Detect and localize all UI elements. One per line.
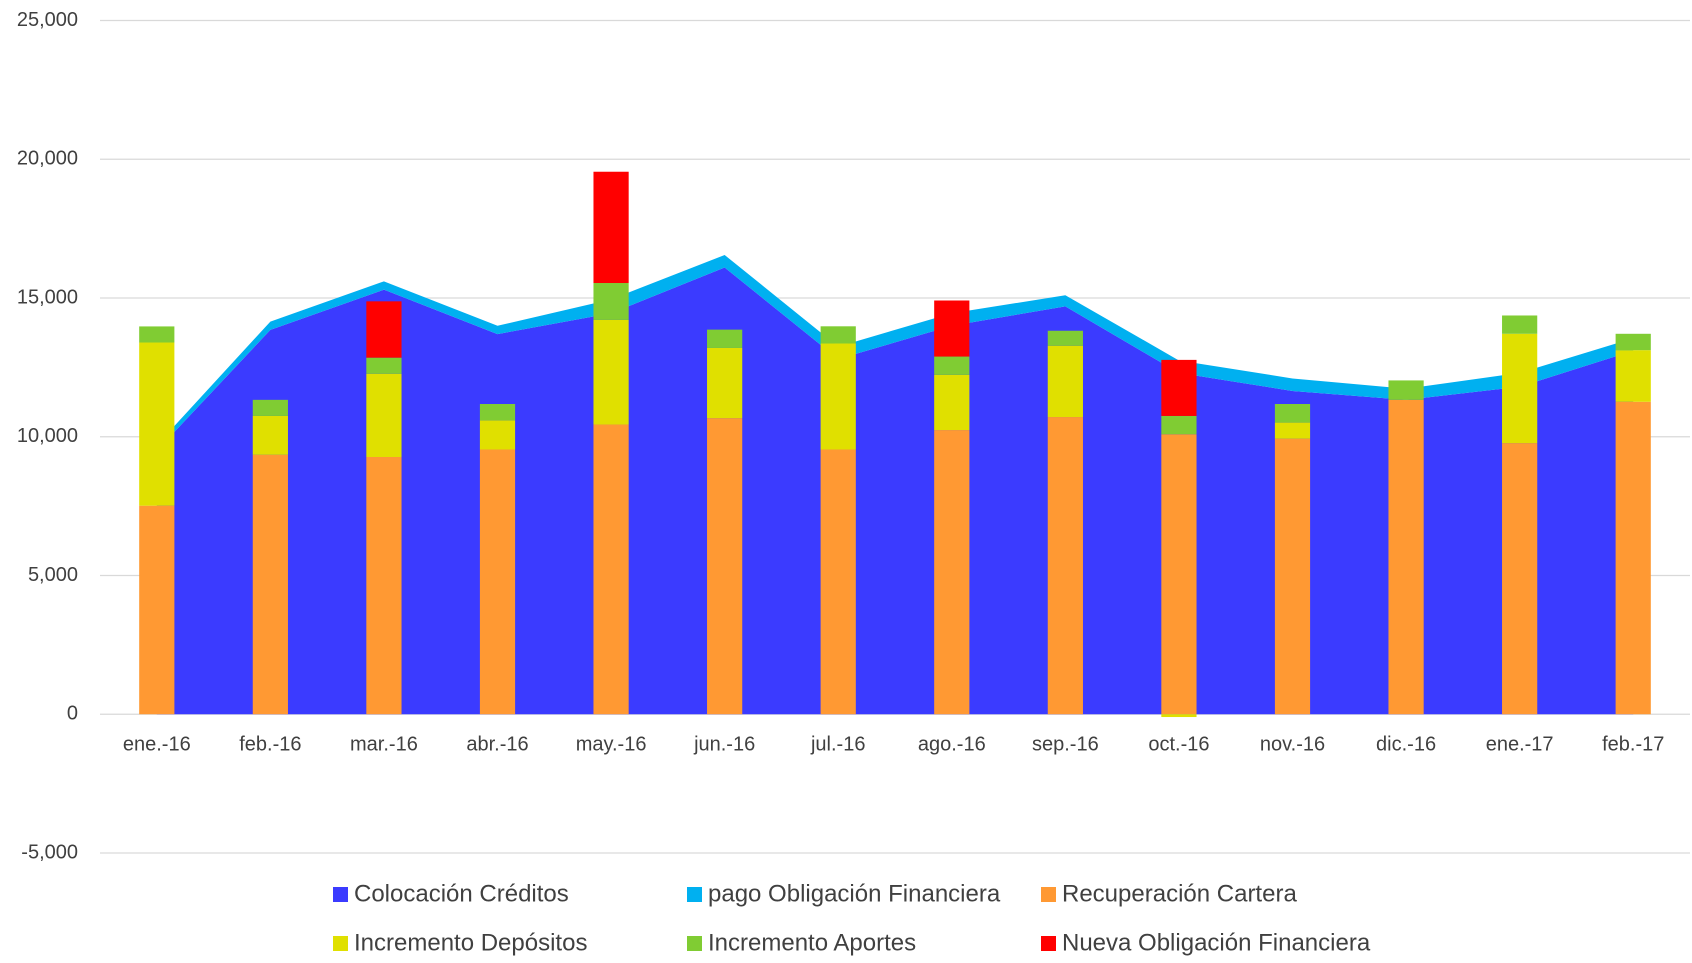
- legend-label: Colocación Créditos: [354, 880, 569, 907]
- bar: [1274, 422, 1311, 439]
- bar: [252, 454, 288, 715]
- bar: [366, 373, 402, 458]
- x-tick-label: ene.-16: [123, 733, 191, 755]
- bar: [820, 326, 856, 344]
- x-tick-label: feb.-17: [1602, 733, 1664, 755]
- bar: [1615, 350, 1651, 402]
- bar: [1274, 438, 1311, 715]
- bar: [1161, 359, 1197, 416]
- y-tick-label: 20,000: [17, 148, 78, 170]
- x-tick-label: ago.-16: [918, 733, 986, 755]
- bar: [1047, 417, 1083, 715]
- x-tick-label: jul.-16: [810, 733, 865, 755]
- y-tick-label: 15,000: [17, 286, 78, 308]
- bar: [707, 418, 743, 715]
- legend-swatch: [333, 936, 348, 951]
- bar: [934, 430, 970, 715]
- y-tick-label: 0: [67, 703, 78, 725]
- bar: [366, 301, 402, 358]
- legend-label: Nueva Obligación Financiera: [1062, 929, 1371, 956]
- bar: [1161, 415, 1197, 435]
- x-tick-label: dic.-16: [1376, 733, 1436, 755]
- legend-swatch: [333, 887, 348, 902]
- bar: [593, 283, 629, 320]
- bar: [1388, 380, 1424, 400]
- legend-label: pago Obligación Financiera: [708, 880, 1001, 907]
- bar: [1161, 714, 1197, 718]
- bar: [707, 347, 743, 419]
- bar: [1502, 315, 1538, 334]
- bar: [1615, 333, 1651, 351]
- bar: [479, 449, 516, 715]
- bar: [593, 424, 629, 715]
- bar: [139, 342, 175, 506]
- bar: [1274, 404, 1311, 423]
- legend-label: Recuperación Cartera: [1062, 880, 1297, 907]
- x-tick-label: abr.-16: [466, 733, 528, 755]
- bar: [934, 374, 970, 431]
- x-tick-label: nov.-16: [1260, 733, 1325, 755]
- legend-swatch: [687, 936, 702, 951]
- bar: [1161, 434, 1197, 715]
- bar: [934, 300, 970, 357]
- x-tick-label: may.-16: [576, 733, 647, 755]
- y-tick-label: 10,000: [17, 425, 78, 447]
- bar: [820, 449, 856, 715]
- bar: [1615, 401, 1651, 715]
- y-tick-label: -5,000: [21, 841, 78, 863]
- legend-label: Incremento Aportes: [708, 929, 916, 956]
- bar: [1047, 330, 1083, 346]
- bar: [366, 457, 402, 715]
- x-tick-label: sep.-16: [1032, 733, 1099, 755]
- bar: [252, 415, 288, 455]
- bar: [479, 404, 516, 421]
- x-tick-label: ene.-17: [1486, 733, 1554, 755]
- bar: [1502, 443, 1538, 715]
- bar: [479, 420, 516, 450]
- bar: [1502, 333, 1538, 444]
- area: [156, 267, 1634, 715]
- bar: [139, 505, 175, 715]
- bar: [1388, 399, 1424, 715]
- bar: [252, 399, 288, 416]
- bar: [934, 356, 970, 375]
- legend-swatch: [1041, 887, 1056, 902]
- legend-label: Incremento Depósitos: [354, 929, 587, 956]
- x-tick-label: feb.-16: [239, 733, 301, 755]
- bar: [707, 329, 743, 348]
- legend-swatch: [687, 887, 702, 902]
- bar: [366, 357, 402, 374]
- bar: [820, 343, 856, 450]
- bar: [1047, 345, 1083, 418]
- bar: [593, 319, 629, 425]
- x-tick-label: mar.-16: [350, 733, 418, 755]
- legend-swatch: [1041, 936, 1056, 951]
- x-tick-label: oct.-16: [1148, 733, 1209, 755]
- bar: [139, 326, 175, 343]
- y-tick-label: 25,000: [17, 9, 78, 31]
- bar: [593, 171, 629, 284]
- y-tick-label: 5,000: [28, 564, 78, 586]
- x-tick-label: jun.-16: [693, 733, 755, 755]
